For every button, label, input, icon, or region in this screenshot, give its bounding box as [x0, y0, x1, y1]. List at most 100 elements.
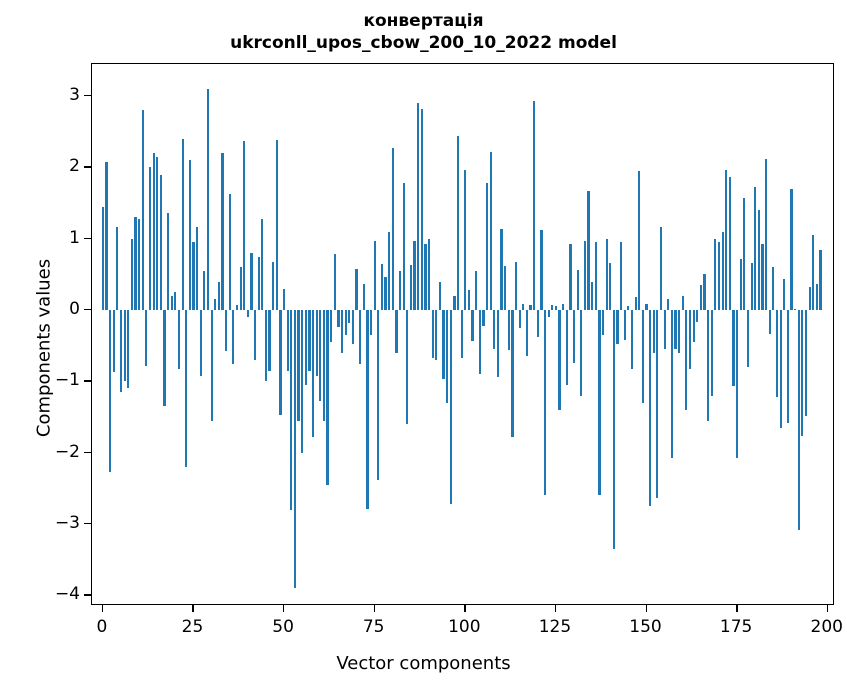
- bar: [402, 183, 405, 311]
- bar: [627, 306, 630, 311]
- bar: [373, 240, 376, 311]
- bar: [275, 140, 278, 311]
- bar: [438, 281, 442, 311]
- bar: [594, 241, 597, 311]
- y-axis-tick: [84, 522, 91, 525]
- bar: [808, 286, 811, 311]
- bar: [768, 310, 771, 334]
- bar: [703, 274, 706, 311]
- bar: [369, 310, 373, 335]
- bar: [583, 240, 586, 311]
- bar: [721, 231, 724, 311]
- bar: [460, 310, 463, 358]
- bar: [456, 136, 460, 311]
- bar: [243, 141, 246, 311]
- bar: [533, 101, 536, 311]
- x-axis-tick: [464, 605, 466, 612]
- bar: [199, 310, 202, 377]
- bar: [551, 305, 554, 311]
- bar: [257, 256, 260, 311]
- bar: [420, 108, 423, 311]
- y-axis-tick: [84, 166, 91, 168]
- bar: [562, 304, 565, 311]
- y-axis-label-wrap: Components values: [14, 0, 55, 696]
- bar: [500, 229, 503, 311]
- bar: [652, 310, 655, 353]
- bar: [569, 243, 572, 311]
- bar: [591, 281, 594, 311]
- bar: [572, 310, 576, 363]
- bar: [326, 310, 329, 485]
- bar: [746, 310, 750, 368]
- bar: [105, 161, 108, 311]
- bar: [638, 170, 641, 311]
- bar: [688, 310, 692, 369]
- bar: [518, 310, 521, 328]
- bar: [692, 310, 695, 343]
- bar: [609, 262, 612, 311]
- bar: [221, 153, 224, 311]
- x-axis-tick-label: 50: [272, 617, 294, 637]
- bar: [170, 295, 173, 311]
- bar: [297, 310, 300, 421]
- y-axis-label: Components values: [33, 258, 55, 438]
- bar: [293, 310, 297, 589]
- bar: [543, 310, 547, 496]
- bar: [340, 310, 344, 353]
- bar: [217, 281, 220, 311]
- bar: [815, 284, 818, 311]
- bar: [431, 310, 434, 358]
- bar: [678, 310, 681, 353]
- bar: [736, 310, 739, 459]
- bar: [315, 310, 318, 376]
- x-axis-tick-label: 200: [810, 617, 843, 637]
- bar: [667, 299, 670, 311]
- bar: [641, 310, 644, 403]
- bar: [819, 250, 822, 311]
- chart-title-line-2: ukrconll_upos_cbow_200_10_2022 model: [230, 33, 617, 53]
- bar: [453, 295, 456, 311]
- bar: [634, 297, 637, 311]
- bar: [765, 158, 768, 311]
- bar: [351, 310, 355, 345]
- bar: [482, 310, 485, 327]
- y-axis-tick-label: −4: [54, 584, 80, 605]
- y-axis-tick-label: 0: [69, 299, 80, 320]
- bar: [598, 310, 601, 496]
- bar: [192, 241, 195, 311]
- bar: [119, 310, 123, 393]
- bar: [152, 153, 155, 311]
- bar: [649, 310, 652, 507]
- bar: [214, 299, 217, 311]
- x-axis-tick-label: 175: [719, 617, 753, 637]
- bar: [754, 187, 757, 311]
- bar: [710, 310, 713, 396]
- bar: [725, 169, 728, 311]
- bar: [406, 310, 409, 425]
- bar: [565, 310, 568, 385]
- y-axis-tick-label: −3: [54, 512, 80, 533]
- bar: [145, 310, 148, 366]
- bar: [775, 310, 779, 398]
- bar: [616, 310, 619, 344]
- bar: [471, 310, 474, 341]
- bar: [478, 310, 481, 375]
- y-axis-tick-label: 1: [69, 227, 80, 248]
- bar: [743, 198, 746, 311]
- bar: [449, 310, 452, 504]
- y-axis-tick-label: 3: [69, 85, 80, 106]
- bar: [362, 284, 365, 311]
- bar: [196, 227, 199, 311]
- bar: [536, 310, 539, 338]
- y-axis-tick: [84, 237, 91, 240]
- bar: [409, 265, 413, 311]
- bar: [279, 310, 282, 415]
- bar: [109, 310, 112, 472]
- y-axis-tick: [84, 95, 91, 97]
- x-axis-tick: [283, 605, 285, 612]
- bar: [804, 310, 808, 416]
- chart-title-line-1: конвертація: [363, 11, 484, 31]
- bar: [232, 310, 235, 364]
- bar: [167, 213, 170, 311]
- bar: [417, 103, 420, 311]
